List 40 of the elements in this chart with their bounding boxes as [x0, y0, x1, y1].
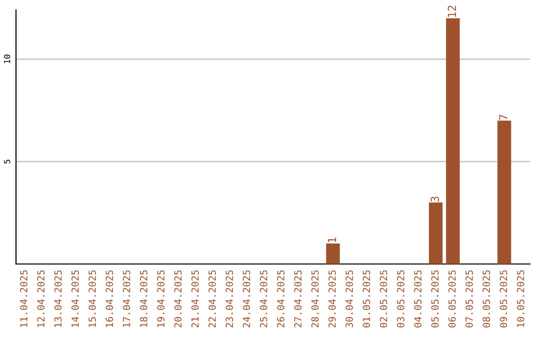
x-tick-label: 06.05.2025 — [448, 270, 456, 328]
data-label: 3 — [430, 196, 440, 202]
x-tick-label: 10.05.2025 — [516, 270, 524, 327]
bar — [446, 18, 460, 264]
y-tick-label: 5 — [4, 160, 10, 164]
x-tick-label: 20.04.2025 — [174, 270, 182, 328]
bar — [428, 202, 443, 264]
x-tick-label: 13.04.2025 — [54, 270, 62, 327]
bar — [326, 244, 340, 264]
x-tick-label: 28.04.2025 — [311, 270, 319, 328]
x-tick-label: 25.04.2025 — [260, 270, 268, 328]
data-label: 7 — [499, 114, 508, 120]
x-tick-label: 15.04.2025 — [88, 270, 96, 327]
x-tick-label: 16.04.2025 — [106, 270, 114, 327]
x-tick-label: 05.05.2025 — [431, 270, 439, 328]
x-tick-label: 21.04.2025 — [191, 270, 199, 328]
x-tick-label: 14.04.2025 — [71, 270, 79, 327]
x-tick-label: 17.04.2025 — [122, 270, 130, 327]
x-tick-label: 27.04.2025 — [294, 270, 302, 328]
data-label: 1 — [328, 238, 336, 242]
x-tick-label: 30.04.2025 — [346, 270, 353, 328]
x-tick-label: 26.04.2025 — [277, 270, 284, 328]
x-tick-label: 01.05.2025 — [362, 270, 370, 328]
bar — [497, 120, 512, 264]
x-tick-label: 09.05.2025 — [500, 270, 508, 328]
x-tick-label: 19.04.2025 — [157, 270, 164, 327]
x-tick-label: 04.05.2025 — [414, 270, 422, 328]
x-tick-label: 24.04.2025 — [242, 270, 250, 328]
x-tick-label: 03.05.2025 — [396, 270, 404, 328]
x-tick-label: 02.05.2025 — [380, 270, 388, 328]
x-tick-label: 18.04.2025 — [140, 270, 148, 327]
x-tick-label: 22.04.2025 — [208, 270, 216, 328]
x-tick-label: 23.04.2025 — [226, 270, 234, 328]
x-tick-label: 12.04.2025 — [37, 270, 45, 327]
data-label: 12 — [448, 6, 456, 17]
x-tick-label: 08.05.2025 — [482, 270, 490, 328]
x-tick-label: 11.04.2025 — [20, 270, 28, 327]
x-tick-label: 07.05.2025 — [466, 270, 473, 328]
x-tick-label: 29.04.2025 — [328, 270, 336, 328]
y-tick-label: 10 — [4, 54, 10, 64]
